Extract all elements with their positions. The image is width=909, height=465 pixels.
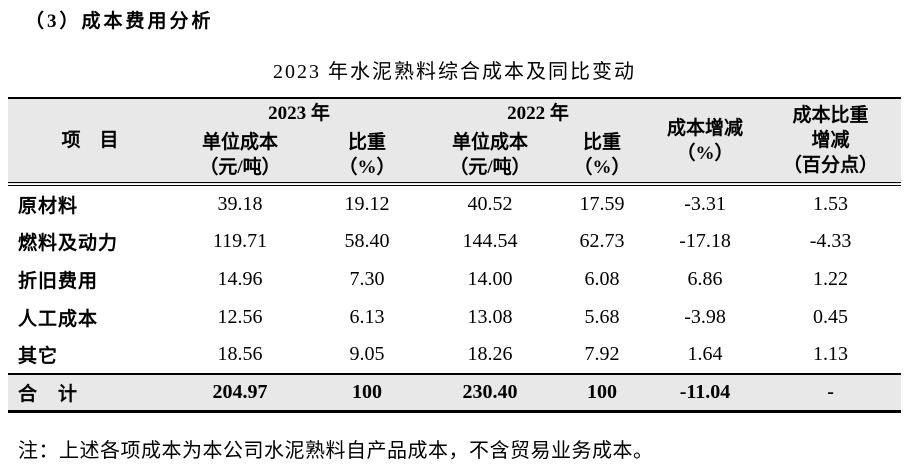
- cell: 6.13: [308, 298, 427, 336]
- cell: 5.68: [554, 298, 651, 336]
- cell: 0.45: [760, 298, 902, 336]
- cell: 40.52: [426, 184, 555, 222]
- table-row-labor: 人工成本 12.56 6.13 13.08 5.68 -3.98 0.45: [8, 298, 902, 336]
- cell: 18.56: [172, 336, 308, 374]
- cell: 1.13: [760, 336, 902, 374]
- cell: 6.86: [650, 260, 761, 298]
- cell: 14.00: [426, 260, 555, 298]
- footnote: 注：上述各项成本为本公司水泥熟料自产品成本，不含贸易业务成本。: [18, 440, 654, 462]
- cell: 17.59: [554, 184, 651, 222]
- cell: 1.53: [760, 184, 902, 222]
- header-row-subcolumns: 单位成本 （元/吨） 比重 （%） 单位成本 （元/吨） 比重 （%）: [8, 128, 901, 186]
- cell: 119.71: [172, 222, 308, 260]
- cell: 1.22: [760, 260, 902, 298]
- cell: 1.64: [650, 336, 761, 374]
- table-row-raw-materials: 原材料 39.18 19.12 40.52 17.59 -3.31 1.53: [8, 184, 902, 222]
- cell: 204.97: [172, 373, 308, 411]
- row-label: 其它: [8, 336, 172, 374]
- cell: 6.08: [554, 260, 651, 298]
- row-label: 人工成本: [8, 298, 172, 336]
- cell: -3.31: [650, 184, 761, 222]
- cell: -3.98: [650, 298, 761, 336]
- col-header-unit-cost-2023: 单位成本 （元/吨）: [172, 128, 308, 186]
- table-row-total: 合 计 204.97 100 230.40 100 -11.04 -: [8, 373, 902, 411]
- table-row-other: 其它 18.56 9.05 18.26 7.92 1.64 1.13: [8, 336, 902, 374]
- col-header-ratio-change: 成本比重 增减 （百分点）: [760, 98, 902, 186]
- cell: 7.92: [554, 336, 651, 374]
- cell: 14.96: [172, 260, 308, 298]
- col-header-year-2023: 2023 年: [172, 98, 427, 128]
- cell: 230.40: [426, 373, 555, 411]
- cell: 9.05: [308, 336, 427, 374]
- table-title: 2023 年水泥熟料综合成本及同比变动: [273, 61, 636, 83]
- cell: 39.18: [172, 184, 308, 222]
- cell: 18.26: [426, 336, 555, 374]
- col-header-ratio-2022: 比重 （%）: [554, 128, 651, 186]
- cell: 100: [554, 373, 651, 411]
- row-label: 原材料: [8, 184, 172, 222]
- cost-table: 项 目 2023 年 2022 年 成本增减 （%） 成本比重 增减 （百分点）…: [8, 97, 902, 413]
- cell: 7.30: [308, 260, 427, 298]
- cell: 19.12: [308, 184, 427, 222]
- cell: 12.56: [172, 298, 308, 336]
- cell: 13.08: [426, 298, 555, 336]
- table-header: 项 目 2023 年 2022 年 成本增减 （%） 成本比重 增减 （百分点）…: [8, 98, 902, 186]
- cell: -4.33: [760, 222, 902, 260]
- table-body: 原材料 39.18 19.12 40.52 17.59 -3.31 1.53 燃…: [8, 184, 902, 411]
- header-row-years: 项 目 2023 年 2022 年 成本增减 （%） 成本比重 增减 （百分点）: [8, 98, 902, 186]
- row-label: 合 计: [8, 373, 172, 411]
- row-label: 燃料及动力: [8, 222, 172, 260]
- table-row-fuel-power: 燃料及动力 119.71 58.40 144.54 62.73 -17.18 -…: [8, 222, 902, 260]
- cell: -11.04: [650, 373, 761, 411]
- cell: -17.18: [650, 222, 761, 260]
- cell: 58.40: [308, 222, 427, 260]
- table-row-depreciation: 折旧费用 14.96 7.30 14.00 6.08 6.86 1.22: [8, 260, 902, 298]
- col-header-item: 项 目: [8, 98, 172, 186]
- col-header-year-2022: 2022 年: [426, 98, 651, 128]
- section-heading: （3）成本费用分析: [25, 11, 214, 32]
- col-header-unit-cost-2022: 单位成本 （元/吨）: [426, 128, 555, 186]
- cell: 144.54: [426, 222, 555, 260]
- row-label: 折旧费用: [8, 260, 172, 298]
- cell: -: [760, 373, 902, 411]
- cell: 62.73: [554, 222, 651, 260]
- col-header-cost-change: 成本增减 （%）: [650, 98, 761, 186]
- col-header-ratio-2023: 比重 （%）: [308, 128, 427, 186]
- cell: 100: [308, 373, 427, 411]
